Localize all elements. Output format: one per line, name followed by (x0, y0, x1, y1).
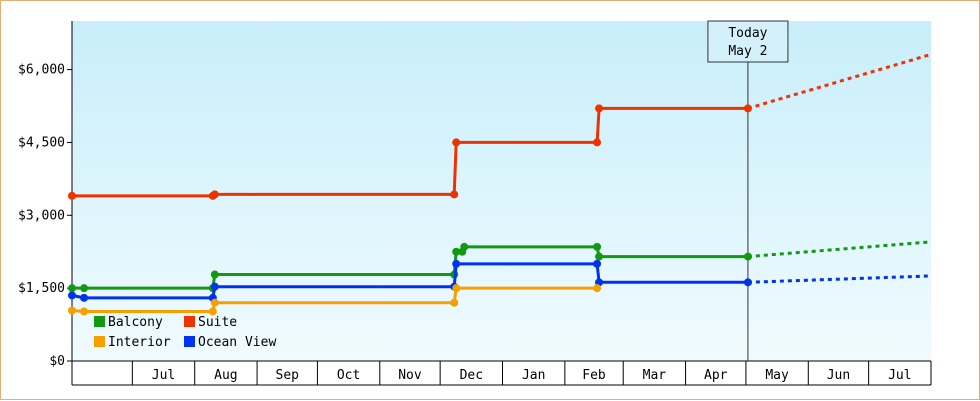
x-month-label: Dec (460, 368, 483, 383)
data-point (210, 270, 219, 279)
x-month-label: Jul (888, 368, 911, 383)
legend-label: Interior (108, 335, 171, 350)
data-point (450, 190, 459, 199)
data-point (460, 242, 469, 251)
data-point (452, 247, 461, 256)
y-tick-label: $0 (49, 354, 65, 369)
series-suite (68, 53, 930, 200)
today-date: May 2 (728, 44, 767, 59)
legend-swatch (184, 336, 195, 347)
data-point (80, 293, 89, 302)
series-forecast-line (747, 274, 930, 284)
legend-label: Ocean View (198, 335, 276, 350)
y-tick-label: $1,500 (18, 281, 65, 296)
data-point (452, 284, 461, 293)
today-marker: Today May 2 (707, 20, 789, 361)
today-label: Today (728, 26, 767, 41)
data-point (210, 298, 219, 307)
y-tick-label: $3,000 (18, 208, 65, 223)
data-point (595, 252, 604, 261)
legend-swatch (94, 336, 105, 347)
x-month-label: Nov (398, 368, 422, 383)
x-month-label: Feb (582, 368, 606, 383)
data-point (743, 104, 752, 113)
legend-swatch (94, 316, 105, 327)
y-axis: $0 $1,500 $3,000 $4,500 $6,000 (18, 21, 73, 385)
series-forecast-line (747, 240, 930, 259)
series-interior (68, 284, 602, 316)
x-month-label: Sep (276, 368, 300, 383)
data-point (210, 282, 219, 291)
data-point (68, 284, 76, 293)
data-point (68, 306, 76, 315)
x-month-label: Jul (152, 368, 175, 383)
data-point (743, 252, 752, 261)
legend-swatch (184, 316, 195, 327)
data-point (595, 104, 604, 113)
x-month-label: Mar (643, 368, 667, 383)
data-point (593, 242, 602, 251)
data-point (593, 259, 602, 268)
legend: Balcony Suite Interior Ocean View (94, 315, 276, 350)
data-point (743, 278, 752, 287)
x-month-label: Aug (214, 368, 237, 383)
data-point (593, 138, 602, 147)
data-point (450, 298, 459, 307)
data-point (208, 307, 217, 316)
legend-label: Balcony (108, 315, 163, 330)
x-month-label: Jan (522, 368, 545, 383)
series-layer (68, 53, 930, 316)
data-point (68, 291, 76, 300)
data-point (452, 138, 461, 147)
today-callout-box (707, 20, 789, 63)
data-point (593, 284, 602, 293)
x-month-label: Jun (827, 368, 850, 383)
data-point (80, 307, 89, 316)
x-month-label: May (765, 368, 789, 383)
y-tick-label: $6,000 (18, 63, 65, 78)
x-month-label: Apr (704, 368, 728, 383)
data-point (210, 190, 219, 199)
x-month-label: Oct (337, 368, 360, 383)
x-axis: Jul Aug Sep Oct Nov Dec Jan Feb Mar Apr May Jun Jul (72, 360, 932, 386)
data-point (80, 284, 89, 293)
data-point (68, 191, 76, 200)
y-tick-label: $4,500 (18, 135, 65, 150)
legend-label: Suite (198, 315, 237, 330)
data-point (452, 259, 461, 268)
